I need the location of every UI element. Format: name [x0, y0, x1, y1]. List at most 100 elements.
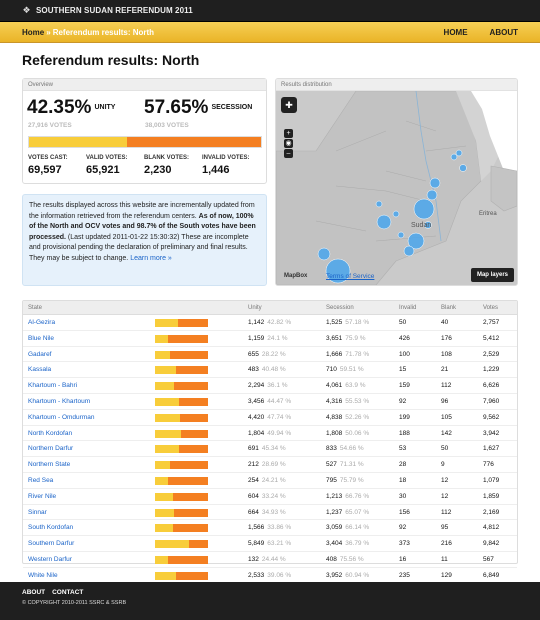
secession-cell-value: 3,651: [326, 334, 343, 342]
invalid-cell: 16: [399, 556, 406, 563]
state-link[interactable]: Khartoum - Bahri: [28, 382, 78, 390]
state-link[interactable]: Northern Darfur: [28, 445, 74, 453]
blank-cell-value: 95: [441, 524, 449, 532]
secession-cell: 4,838 52.26 %: [326, 414, 369, 421]
blank-cell-value: 112: [441, 382, 452, 390]
pan-control-icon[interactable]: ✚: [281, 97, 297, 113]
app-title: SOUTHERN SUDAN REFERENDUM 2011: [36, 6, 193, 15]
state-link[interactable]: North Kordofan: [28, 429, 73, 437]
blank-cell: 216: [441, 540, 452, 547]
row-result-bar: [155, 476, 208, 485]
row-result-bar: [155, 397, 208, 406]
secession-bar-segment: [169, 350, 208, 359]
secession-cell-value: 1,666: [326, 350, 343, 358]
unity-cell: 483 40.48 %: [248, 366, 286, 373]
secession-bar-segment: [167, 476, 208, 485]
invalid-cell: 100: [399, 351, 410, 358]
learn-more-link[interactable]: Learn more »: [130, 254, 172, 262]
state-link[interactable]: South Kordofan: [28, 524, 74, 532]
row-result-bar: [155, 492, 208, 501]
secession-cell: 3,059 66.14 %: [326, 524, 369, 531]
secession-cell: 408 75.56 %: [326, 556, 364, 563]
state-link[interactable]: Red Sea: [28, 476, 54, 484]
blank-cell: 21: [441, 366, 448, 373]
unity-percent: 24.21 %: [261, 476, 286, 484]
row-result-bar: [155, 429, 208, 438]
unity-bar-segment: [155, 334, 168, 343]
votes-cast-stat: VOTES CAST: 69,597: [28, 155, 68, 176]
header-unity: Unity: [248, 305, 262, 311]
info-text-1: The results displayed across this websit…: [29, 202, 255, 220]
invalid-cell-value: 235: [399, 571, 410, 579]
table-row: Kassala 483 40.48 % 710 59.51 % 15 21 1,229: [23, 362, 517, 379]
votes-cell-value: 776: [483, 461, 494, 469]
secession-percent: 65.07 %: [345, 508, 370, 516]
secession-cell: 1,525 57.18 %: [326, 319, 369, 326]
unity-percent: 40.48 %: [261, 366, 286, 374]
state-link[interactable]: Gadaref: [28, 350, 52, 358]
state-link[interactable]: River Nile: [28, 492, 57, 500]
state-link[interactable]: Sinnar: [28, 508, 47, 516]
state-link[interactable]: Khartoum - Omdurman: [28, 413, 95, 421]
secession-cell-value: 4,061: [326, 382, 343, 390]
unity-cell-value: 655: [248, 350, 259, 358]
votes-cell: 9,842: [483, 540, 499, 547]
secession-label: SECESSION: [211, 104, 253, 111]
nav-about-link[interactable]: ABOUT: [489, 27, 518, 37]
state-link[interactable]: Blue Nile: [28, 334, 55, 342]
results-map[interactable]: Sudan Eritrea ✚ + ◉ – MapBox Terms of Se…: [276, 90, 517, 285]
breadcrumb: Home» Referendum results: North: [22, 28, 154, 37]
zoom-out-icon[interactable]: –: [284, 149, 293, 158]
copyright: © COPYRIGHT 2010-2011 SSRC & SSRB: [22, 600, 127, 606]
state-link[interactable]: Northern State: [28, 461, 71, 469]
blank-cell-value: 50: [441, 445, 449, 453]
state-link[interactable]: Al-Gezira: [28, 319, 56, 326]
blank-cell-value: 142: [441, 429, 452, 437]
invalid-cell: 156: [399, 509, 410, 516]
globe-icon[interactable]: ◉: [284, 139, 293, 148]
footer-contact-link[interactable]: CONTACT: [52, 589, 84, 596]
blank-cell: 50: [441, 445, 448, 452]
unity-cell-value: 5,849: [248, 540, 265, 548]
row-result-bar: [155, 524, 208, 533]
state-link[interactable]: Southern Darfur: [28, 540, 75, 548]
overview-panel: Overview 42.35% UNITY 27,916 VOTES 57.65%…: [22, 78, 267, 184]
secession-bar-segment: [178, 397, 208, 406]
invalid-cell-value: 188: [399, 429, 410, 437]
blank-cell: 112: [441, 382, 451, 389]
unity-cell: 1,566 33.86 %: [248, 524, 291, 531]
table-row: Red Sea 254 24.21 % 795 75.79 % 18 12 1,079: [23, 473, 517, 489]
footer-about-link[interactable]: ABOUT: [22, 589, 46, 596]
unity-percent: 44.47 %: [267, 397, 292, 405]
terms-of-service-link[interactable]: Terms of Service: [326, 273, 375, 280]
secession-bar-segment: [172, 492, 208, 501]
secession-percent: 36.79 %: [345, 540, 370, 548]
votes-cell-value: 2,529: [483, 350, 500, 358]
state-link[interactable]: Kassala: [28, 366, 52, 374]
state-link[interactable]: White Nile: [28, 571, 58, 579]
results-table: State Unity Secession Invalid Blank Vote…: [22, 300, 518, 584]
votes-cell: 567: [483, 556, 494, 563]
secession-cell: 1,666 71.78 %: [326, 351, 369, 358]
map-layers-button[interactable]: Map layers: [470, 268, 514, 282]
nav-home-link[interactable]: HOME: [443, 27, 468, 37]
secession-cell-value: 795: [326, 476, 337, 484]
info-notice: The results displayed across this websit…: [22, 194, 267, 286]
unity-bar-segment: [155, 413, 181, 422]
secession-cell-value: 1,213: [326, 492, 343, 500]
unity-bar-segment: [155, 382, 175, 391]
unity-cell: 2,533 39.06 %: [248, 572, 291, 579]
secession-bar-segment: [174, 382, 208, 391]
state-link[interactable]: Western Darfur: [28, 555, 72, 563]
unity-cell-value: 2,533: [248, 571, 265, 579]
unity-percent: 45.34 %: [261, 445, 286, 453]
page-title: Referendum results: North: [22, 52, 200, 68]
blank-cell: 112: [441, 509, 451, 516]
zoom-in-icon[interactable]: +: [284, 129, 293, 138]
unity-cell: 2,294 36.1 %: [248, 382, 288, 389]
breadcrumb-home-link[interactable]: Home: [22, 27, 45, 37]
state-link[interactable]: Khartoum - Khartoum: [28, 397, 91, 405]
votes-cell: 1,627: [483, 445, 499, 452]
secession-percent: 71.78 %: [345, 350, 370, 358]
votes-cell-value: 5,412: [483, 334, 500, 342]
